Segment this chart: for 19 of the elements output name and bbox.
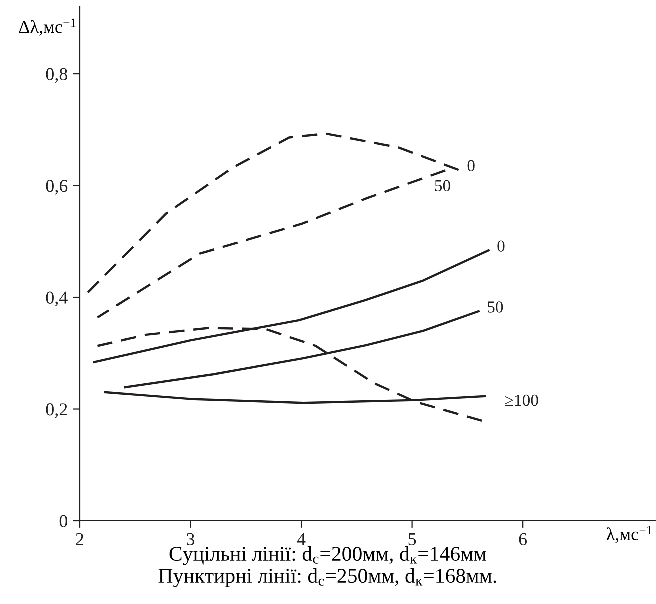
y-tick-label: 0,2 — [46, 404, 68, 418]
x-tick-label: 5 — [408, 534, 416, 546]
x-axis-title: λ,мс$^{−1}$ — [606, 526, 652, 544]
x-tick-label: 2 — [76, 533, 84, 546]
y-tick-label: 0 — [60, 515, 68, 528]
x-tick-label: 4 — [297, 533, 306, 546]
y-tick-label: 0,8 — [46, 68, 68, 84]
series-label: ≥100 — [506, 394, 538, 406]
y-axis-title: Δλ,мс$^{−1}$ — [19, 18, 76, 36]
text: Суцільні лінії: d$_{с}$=200мм, d$_{к}$=146мм — [170, 546, 486, 566]
series-label: 50 — [435, 180, 450, 192]
y-tick-label: 0,4 — [46, 292, 68, 307]
text: Пунктирні лінії: d$_{с}$=250мм, d$_{к}$=168мм. — [158, 568, 496, 588]
y-tick-label: 0,6 — [46, 180, 68, 195]
series-label: 0 — [468, 160, 475, 172]
x-tick-label: 6 — [519, 533, 528, 546]
series-label: 50 — [488, 302, 504, 313]
series-label: 0 — [498, 240, 505, 252]
x-tick-label: 3 — [187, 533, 195, 546]
